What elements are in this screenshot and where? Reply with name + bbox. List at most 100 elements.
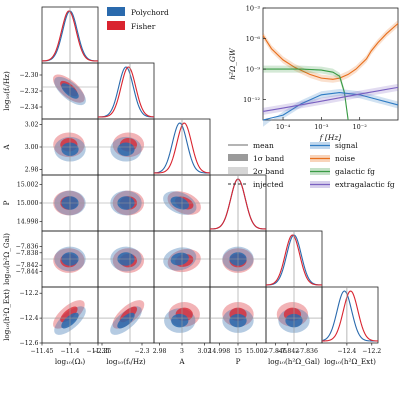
band-legend: mean 1σ band 2σ band injected signal noi… bbox=[228, 141, 395, 189]
y-axis-label: log₁₀(h²Ω_Ext) bbox=[2, 289, 11, 341]
x-axis-label: log₁₀(fₜ/Hz) bbox=[106, 357, 146, 366]
spectrum-x-label: f [Hz] bbox=[319, 133, 342, 142]
y-tick-label: 3.02 bbox=[25, 122, 39, 129]
x-axis-label: A bbox=[178, 357, 185, 366]
x-tick-label: −7.842 bbox=[276, 348, 299, 355]
x-tick-label: 15 bbox=[234, 348, 242, 355]
panel-frame bbox=[97, 62, 155, 120]
corner-cell-4-1 bbox=[97, 230, 155, 288]
x-tick-label: −12.4 bbox=[337, 348, 356, 355]
x-tick-label: −11.35 bbox=[87, 348, 110, 355]
y-tick-label: −7.842 bbox=[16, 262, 39, 269]
y-tick-label: −2.34 bbox=[20, 104, 39, 111]
corner-cell-5-3: 14.998 15 15.002 P bbox=[209, 286, 268, 366]
legend-injected-label: injected bbox=[253, 180, 284, 189]
marginal-fisher bbox=[321, 290, 379, 342]
x-axis-label: log₁₀(Ωₜ) bbox=[55, 357, 86, 366]
marginal-polychord bbox=[321, 290, 378, 342]
corner-cell-4-3 bbox=[209, 230, 267, 288]
band-signal bbox=[263, 89, 398, 127]
corner-cell-5-4: −7.846−7.842−7.836 log₁₀(h²Ω_Gal) bbox=[264, 286, 323, 366]
corner-cell-2-1 bbox=[97, 118, 155, 176]
legend-2sigma-label: 2σ band bbox=[253, 167, 284, 176]
legend-1sigma-label: 1σ band bbox=[253, 154, 284, 163]
spectrum-plot: 10⁻⁴ 10⁻³ 10⁻² 10⁻³ 10⁻⁶ 10⁻⁹ 10⁻¹² f [Hz] h²Ω_G… bbox=[228, 5, 399, 142]
legend-2sigma-band bbox=[228, 167, 248, 174]
y-tick-label: −7.838 bbox=[16, 250, 39, 257]
y-tick-label: −7.836 bbox=[16, 244, 39, 251]
legend-galactic-label: galactic fg bbox=[335, 167, 375, 176]
spectrum-y-label: h²Ω_GW bbox=[228, 47, 237, 80]
y-axis-label: P bbox=[2, 200, 11, 205]
x-tick-label: 14.998 bbox=[209, 348, 231, 355]
x-axis-label: P bbox=[236, 357, 241, 366]
x-tick-label: −2.3 bbox=[134, 348, 149, 355]
spectrum-y-tick-label: 10⁻⁶ bbox=[246, 35, 261, 43]
x-tick-label: −11.45 bbox=[31, 348, 54, 355]
x-tick-label: −7.836 bbox=[295, 348, 318, 355]
y-axis-label: log₁₀(h²Ω_Gal) bbox=[2, 233, 11, 285]
line-signal bbox=[262, 91, 399, 121]
y-tick-label: −12.6 bbox=[20, 340, 39, 347]
corner-plot: −2.30 −2.32 −2.34 log₁₀(fₜ/Hz) 3.02 3.00 2.98 A… bbox=[2, 6, 381, 366]
corner-cell-3-2 bbox=[153, 174, 211, 232]
marginal-fisher bbox=[98, 66, 155, 118]
y-tick-label: −2.30 bbox=[20, 72, 39, 79]
marginal-polychord bbox=[97, 66, 155, 118]
corner-cell-0-0 bbox=[41, 6, 99, 64]
legend-1sigma-band bbox=[228, 154, 248, 161]
y-axis-label: log₁₀(fₜ/Hz) bbox=[2, 71, 11, 111]
y-tick-label: −7.844 bbox=[16, 268, 39, 275]
corner-cell-5-5: −12.4 −12.2 log₁₀(h²Ω_Ext) bbox=[321, 286, 381, 366]
injected-galactic-fg bbox=[263, 68, 349, 121]
y-axis-label: A bbox=[2, 144, 11, 151]
legend-mean-label: mean bbox=[253, 141, 274, 150]
band-galactic-fg bbox=[263, 65, 349, 120]
x-tick-label: −12.2 bbox=[362, 348, 381, 355]
top-legend: Polychord Fisher bbox=[107, 7, 169, 31]
spectrum-y-tick-label: 10⁻¹² bbox=[243, 96, 260, 104]
corner-cell-4-2 bbox=[153, 230, 211, 288]
legend-signal-label: signal bbox=[335, 141, 358, 150]
corner-cell-1-0: −2.30 −2.32 −2.34 log₁₀(fₜ/Hz) bbox=[2, 62, 99, 120]
x-tick-label: 3 bbox=[180, 348, 184, 355]
y-tick-label: 15.000 bbox=[17, 200, 39, 207]
corner-cell-4-0: −7.836−7.838 −7.842−7.844 log₁₀(h²Ω_Gal) bbox=[2, 230, 99, 288]
spectrum-y-tick-label: 10⁻⁹ bbox=[246, 66, 261, 74]
x-tick-label: 15.002 bbox=[246, 348, 268, 355]
contour-polychord-1sigma bbox=[117, 142, 135, 157]
corner-cell-2-0: 3.02 3.00 2.98 A bbox=[2, 118, 99, 176]
corner-cell-5-2: 2.98 3 3.02 A bbox=[153, 286, 212, 366]
x-tick-label: −11.4 bbox=[61, 348, 80, 355]
legend-label-polychord: Polychord bbox=[131, 8, 169, 17]
x-tick-label: 2.98 bbox=[153, 348, 167, 355]
corner-cell-1-1 bbox=[97, 62, 155, 120]
spectrum-x-tick-label: 10⁻⁴ bbox=[276, 123, 291, 131]
spectrum-y-tick-label: 10⁻³ bbox=[246, 5, 261, 13]
legend-label-fisher: Fisher bbox=[131, 22, 156, 31]
legend-noise-label: noise bbox=[335, 154, 356, 163]
corner-cell-2-2 bbox=[153, 118, 211, 176]
legend-swatch-polychord bbox=[107, 7, 125, 16]
x-tick-label: −2.35 bbox=[93, 348, 112, 355]
x-axis-label: log₁₀(h²Ω_Gal) bbox=[268, 357, 320, 366]
spectrum-x-tick-label: 10⁻² bbox=[353, 123, 368, 131]
spectrum-frame bbox=[262, 7, 399, 121]
y-tick-label: 3.00 bbox=[25, 144, 39, 151]
x-axis-label: log₁₀(h²Ω_Ext) bbox=[324, 357, 376, 366]
corner-cell-3-1 bbox=[97, 174, 155, 232]
band-noise bbox=[263, 20, 398, 83]
contour-polychord-1sigma bbox=[117, 312, 135, 329]
y-tick-label: −12.2 bbox=[20, 290, 39, 297]
line-extragalactic-fg bbox=[262, 86, 399, 112]
y-tick-label: 15.002 bbox=[17, 181, 39, 188]
spectrum-x-tick-label: 10⁻³ bbox=[314, 123, 329, 131]
corner-cell-3-3 bbox=[209, 174, 267, 232]
x-tick-label: −7.846 bbox=[264, 348, 287, 355]
x-tick-label: 3.02 bbox=[198, 348, 212, 355]
y-tick-label: 14.998 bbox=[17, 219, 39, 226]
legend-swatch-fisher bbox=[107, 21, 125, 30]
legend-extragalactic-label: extragalactic fg bbox=[335, 180, 395, 189]
contour-polychord-1sigma bbox=[171, 313, 189, 328]
